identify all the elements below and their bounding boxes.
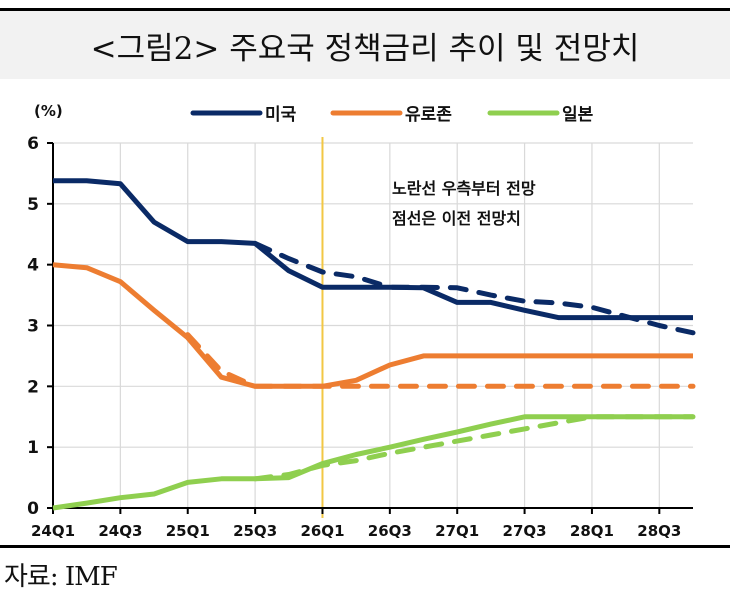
legend-label-eurozone: 유로존 <box>405 105 452 125</box>
x-tick-label: 28Q1 <box>570 522 614 540</box>
y-tick-label: 1 <box>27 438 39 458</box>
series-line-us <box>53 178 693 321</box>
x-tick-label: 27Q3 <box>503 522 547 540</box>
chart-title: <그림2> 주요국 정책금리 추이 및 전망치 <box>90 30 640 67</box>
bottom-rule <box>0 545 730 548</box>
x-tick-label: 26Q1 <box>300 522 344 540</box>
series-line-prior-eurozone <box>185 332 696 389</box>
x-tick-label: 28Q3 <box>637 522 681 540</box>
series-line-eurozone <box>52 262 693 389</box>
legend: 미국 유로존 일본 <box>190 105 594 125</box>
top-rule <box>0 8 730 11</box>
y-tick-label: 3 <box>27 317 39 337</box>
y-tick-label: 6 <box>27 134 39 154</box>
y-tick-label: 5 <box>27 195 39 215</box>
y-tick-label: 0 <box>27 499 39 519</box>
series-line-japan <box>52 414 693 511</box>
annotation-dashed-note: 점선은 이전 전망치 <box>392 209 521 228</box>
series-lines <box>52 178 696 511</box>
y-tick-label: 2 <box>27 377 39 397</box>
legend-label-us: 미국 <box>265 105 297 125</box>
axes: 0 1 2 3 4 5 6 24Q1 24Q3 25Q1 25Q3 26Q1 26Q3 27Q1 27Q3 2… <box>27 134 693 540</box>
x-tick-label: 24Q1 <box>31 522 75 540</box>
line-chart: 0 1 2 3 4 5 6 24Q1 24Q3 25Q1 25Q3 26Q1 26Q3 27Q1 27Q3 2… <box>27 102 696 540</box>
x-tick-label: 25Q3 <box>233 522 277 540</box>
annotation-forecast-note: 노란선 우측부터 전망 <box>392 179 536 198</box>
legend-label-japan: 일본 <box>562 105 594 125</box>
source-note: 자료: IMF <box>4 562 118 592</box>
x-tick-label: 24Q3 <box>98 522 142 540</box>
y-tick-label: 4 <box>27 256 39 276</box>
series-line-prior-us <box>252 240 696 336</box>
title-band: <그림2> 주요국 정책금리 추이 및 전망치 <box>0 11 730 79</box>
x-tick-label: 25Q1 <box>166 522 210 540</box>
y-axis-unit-label: (%) <box>34 102 63 120</box>
x-tick-label: 27Q1 <box>435 522 479 540</box>
x-tick-label: 26Q3 <box>368 522 412 540</box>
